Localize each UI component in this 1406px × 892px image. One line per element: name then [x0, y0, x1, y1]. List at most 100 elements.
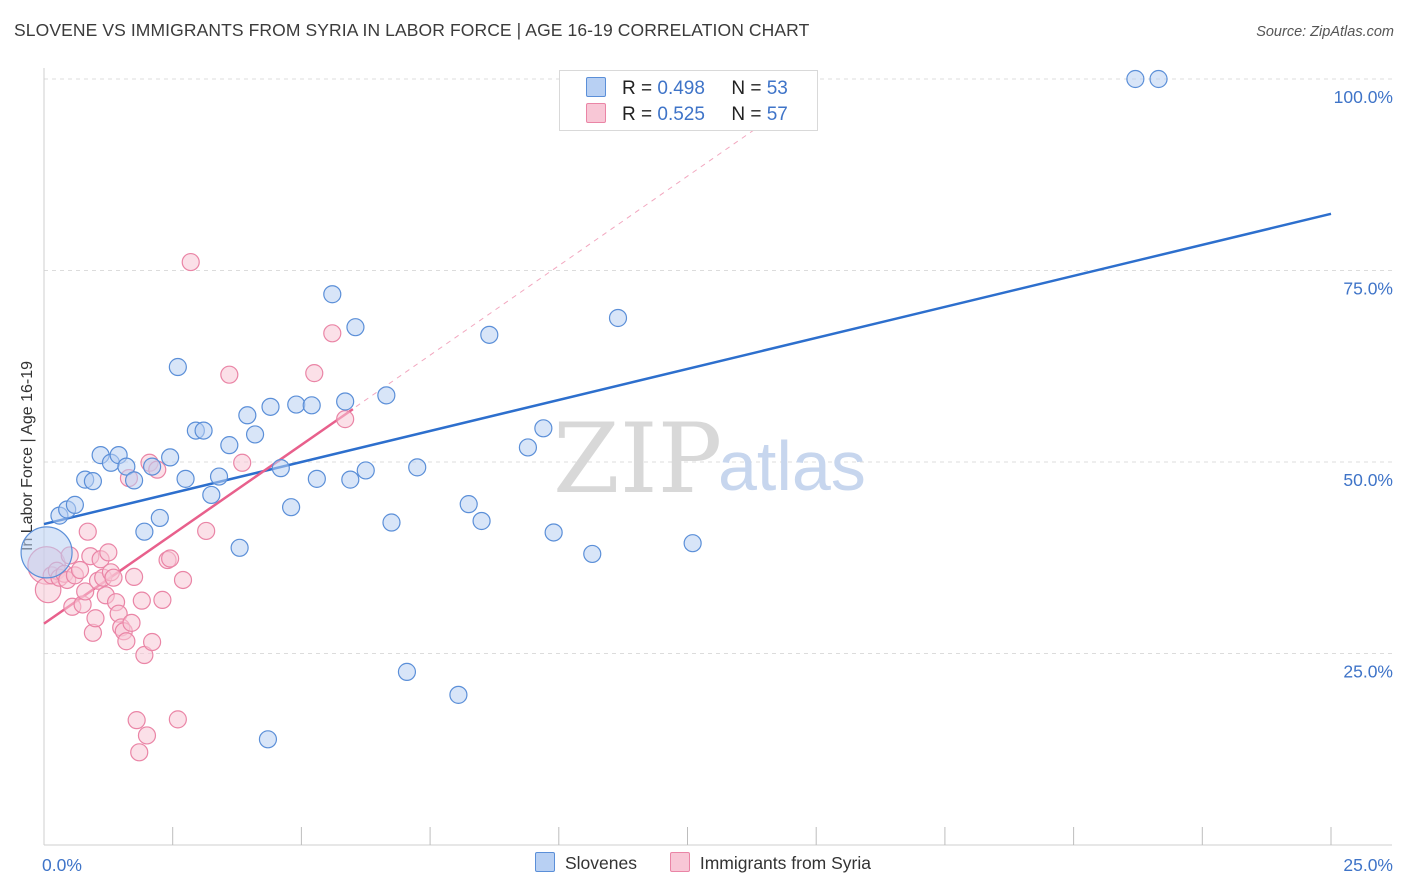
point-syria	[124, 567, 144, 587]
point-slovenes	[683, 534, 702, 553]
point-syria	[86, 609, 105, 628]
y-tick-label: 25.0%	[1343, 662, 1393, 682]
point-slovenes	[382, 513, 401, 532]
point-syria	[336, 410, 355, 429]
point-slovenes	[408, 458, 427, 477]
x-tick-label: 25.0%	[1343, 855, 1393, 875]
point-slovenes	[302, 396, 321, 415]
point-slovenes	[176, 469, 195, 488]
point-slovenes	[135, 522, 154, 541]
point-syria	[130, 743, 149, 762]
legend-row-slovenes: R = 0.498 N = 53	[586, 77, 788, 99]
point-slovenes	[83, 472, 103, 491]
point-syria	[70, 560, 90, 580]
point-slovenes	[287, 395, 306, 414]
point-syria	[78, 522, 97, 541]
point-slovenes	[341, 470, 360, 489]
y-tick-label: 100.0%	[1334, 87, 1393, 107]
point-slovenes	[202, 485, 221, 505]
point-syria	[132, 591, 151, 610]
watermark-atlas: atlas	[718, 427, 866, 505]
grid-lines	[44, 78, 1392, 654]
point-slovenes	[238, 406, 257, 425]
legend-n-value: 53	[766, 78, 788, 99]
point-slovenes	[534, 419, 553, 438]
legend-r-label: R =	[622, 104, 653, 125]
legend-row-syria: R = 0.525 N = 57	[586, 103, 788, 125]
series-legend: Slovenes Immigrants from Syria	[0, 852, 1406, 874]
legend-swatch-slovenes	[586, 77, 606, 97]
point-slovenes	[230, 538, 249, 557]
legend-n-label: N =	[731, 78, 762, 99]
point-slovenes	[518, 438, 538, 457]
point-syria	[173, 570, 193, 590]
point-slovenes	[449, 685, 468, 704]
point-slovenes	[1126, 69, 1145, 89]
point-syria	[117, 632, 136, 651]
point-syria	[122, 613, 141, 632]
point-slovenes	[245, 425, 265, 444]
watermark: ZIP atlas	[553, 403, 866, 515]
legend-label-syria: Immigrants from Syria	[699, 853, 871, 873]
point-slovenes	[168, 357, 187, 377]
point-slovenes	[261, 397, 280, 416]
point-slovenes	[271, 459, 290, 478]
correlation-legend: R = 0.498 N = 53 R = 0.525 N = 57	[559, 70, 818, 131]
point-syria	[197, 521, 216, 541]
point-slovenes	[150, 508, 169, 528]
point-slovenes	[161, 448, 180, 467]
point-slovenes	[336, 392, 355, 411]
tick-labels: 25.0% 50.0% 75.0% 100.0% 0.0% 25.0%	[42, 87, 1393, 875]
point-slovenes	[608, 308, 628, 328]
point-syria	[99, 543, 118, 562]
point-syria	[161, 549, 180, 568]
legend-item-slovenes[interactable]: Slovenes	[534, 852, 637, 874]
point-syria	[305, 364, 324, 383]
legend-n-value: 57	[766, 104, 788, 125]
legend-item-syria[interactable]: Immigrants from Syria	[669, 852, 871, 874]
axes	[43, 68, 1392, 846]
point-syria	[76, 582, 95, 601]
point-slovenes	[258, 730, 278, 749]
point-syria	[143, 632, 162, 652]
point-syria	[127, 711, 146, 730]
legend-r-value: 0.525	[657, 104, 705, 125]
point-slovenes	[397, 662, 417, 681]
point-slovenes	[209, 467, 229, 486]
point-slovenes	[194, 421, 213, 440]
point-slovenes	[220, 436, 239, 455]
point-slovenes	[124, 471, 144, 490]
point-slovenes	[143, 457, 162, 476]
watermark-zip: ZIP	[553, 403, 722, 515]
point-slovenes	[1149, 69, 1168, 89]
point-slovenes	[307, 469, 326, 488]
point-slovenes	[356, 461, 375, 480]
trend-line-syria-extended	[43, 86, 817, 625]
legend-n-label: N =	[731, 104, 762, 125]
point-syria	[168, 710, 187, 729]
legend-swatch-slovenes	[534, 852, 555, 872]
point-slovenes	[323, 285, 342, 304]
point-slovenes	[65, 495, 84, 514]
point-slovenes	[583, 544, 602, 564]
point-syria	[181, 252, 200, 272]
legend-label-slovenes: Slovenes	[564, 853, 637, 873]
x-tick-label: 0.0%	[42, 855, 82, 875]
point-slovenes	[377, 386, 396, 405]
point-slovenes	[472, 511, 491, 531]
point-syria	[153, 590, 172, 609]
point-syria	[233, 453, 252, 472]
legend-r-label: R =	[622, 78, 653, 99]
legend-r-value: 0.498	[657, 78, 705, 99]
point-slovenes	[459, 495, 478, 514]
point-syria	[323, 324, 342, 343]
point-slovenes	[282, 498, 301, 517]
legend-swatch-syria	[586, 103, 606, 123]
point-slovenes	[117, 457, 136, 476]
trend-line-slovenes	[43, 212, 1332, 526]
point-slovenes	[20, 526, 73, 579]
point-syria	[220, 365, 239, 384]
legend-swatch-syria	[669, 852, 690, 872]
y-tick-label: 75.0%	[1343, 279, 1393, 299]
